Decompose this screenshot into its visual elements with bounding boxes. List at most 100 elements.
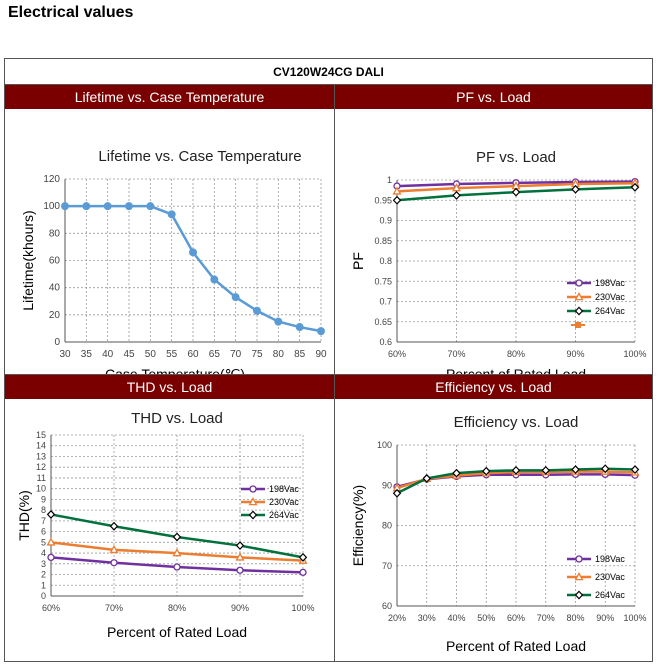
x-tick-label: 80% xyxy=(168,603,186,613)
x-tick-label: 20% xyxy=(388,613,406,623)
y-tick-label: 0.9 xyxy=(379,216,392,226)
legend-label: 198Vac xyxy=(269,484,299,494)
x-tick-label: 70% xyxy=(105,603,123,613)
x-tick-label: 60% xyxy=(388,349,406,359)
x-tick-label: 70% xyxy=(537,613,555,623)
header-thd: THD vs. Load xyxy=(5,375,334,399)
chart-title: Lifetime vs. Case Temperature xyxy=(98,148,301,165)
y-tick-label: 15 xyxy=(36,430,46,440)
x-tick-label: 40 xyxy=(102,349,114,360)
electrical-values-frame: CV120W24CG DALI Lifetime vs. Case Temper… xyxy=(4,58,653,662)
data-point xyxy=(173,563,181,571)
y-axis-label: PF xyxy=(350,252,366,270)
x-tick-label: 70% xyxy=(447,349,465,359)
data-point xyxy=(253,306,261,315)
y-tick-label: 1 xyxy=(387,175,392,185)
data-point xyxy=(571,465,580,475)
legend-label: 264Vac xyxy=(595,590,625,600)
legend-label: 230Vac xyxy=(269,497,299,507)
data-point xyxy=(82,202,91,211)
cell-pf: PF vs. Load PF vs. Load 0.6 0.65 0.7 0.75 0.8… xyxy=(335,85,652,382)
y-tick-label: 10 xyxy=(36,484,46,494)
x-tick-label: 40% xyxy=(447,613,465,623)
x-tick-label: 60% xyxy=(42,603,60,613)
chart-eff: Efficiency vs. Load 60 70 80 90 100 20% 30% 40% 5… xyxy=(350,414,647,654)
legend-label: 198Vac xyxy=(595,278,625,288)
data-point xyxy=(125,202,133,211)
legend-label: 198Vac xyxy=(595,554,625,564)
data-point xyxy=(295,323,304,332)
y-tick-label: 8 xyxy=(41,505,46,515)
data-point xyxy=(236,566,244,574)
y-tick-label: 80 xyxy=(49,228,61,239)
x-tick-label: 60% xyxy=(507,613,525,623)
y-tick-label: 80 xyxy=(382,521,392,531)
y-tick-label: 4 xyxy=(41,548,46,558)
y-tick-label: 3 xyxy=(41,559,46,569)
data-point xyxy=(235,552,245,561)
data-point xyxy=(630,182,640,192)
divider-vertical xyxy=(334,85,335,662)
data-point xyxy=(231,293,240,302)
cell-eff: Efficiency vs. Load Efficiency vs. Load 6… xyxy=(335,375,652,661)
y-tick-label: 0.8 xyxy=(379,256,392,266)
legend-marker xyxy=(574,590,584,600)
legend-marker-extra xyxy=(575,322,581,328)
data-point xyxy=(109,544,119,554)
y-tick-label: 13 xyxy=(36,451,46,461)
x-tick-label: 45 xyxy=(123,349,135,360)
y-axis-label: Efficiency(%) xyxy=(350,485,366,566)
y-tick-label: 7 xyxy=(41,516,46,526)
x-tick-label: 50% xyxy=(477,613,495,623)
data-point xyxy=(511,465,521,475)
x-tick-label: 80 xyxy=(273,349,285,360)
legend-label: 264Vac xyxy=(595,306,625,316)
y-tick-label: 120 xyxy=(43,174,60,185)
legend-label: 264Vac xyxy=(269,510,299,520)
x-axis-label: Percent of Rated Load xyxy=(446,638,586,654)
y-tick-label: 60 xyxy=(49,256,61,267)
x-tick-label: 90 xyxy=(315,349,327,360)
y-tick-label: 2 xyxy=(41,570,46,580)
data-point xyxy=(452,190,461,200)
chart-title: Efficiency vs. Load xyxy=(454,414,579,431)
x-tick-label: 60 xyxy=(187,349,199,360)
x-tick-label: 80% xyxy=(566,613,584,623)
y-axis-label: Lifetime(khours) xyxy=(20,210,36,310)
y-axis-label: THD(%) xyxy=(16,490,32,541)
cell-lifetime: Lifetime vs. Case Temperature Lifetime v… xyxy=(5,85,334,382)
legend-marker xyxy=(574,572,584,581)
x-tick-label: 100% xyxy=(623,349,646,359)
data-point xyxy=(46,537,56,546)
data-point xyxy=(511,187,521,197)
data-point xyxy=(541,465,550,475)
chart-lifetime: Lifetime vs. Case Temperature 0 20 40 60 80 10… xyxy=(20,148,327,382)
header-pf: PF vs. Load xyxy=(335,85,652,109)
y-tick-label: 0.75 xyxy=(374,276,392,286)
x-tick-label: 30% xyxy=(418,613,436,623)
legend-marker xyxy=(574,292,584,301)
x-tick-label: 85 xyxy=(294,349,306,360)
y-tick-label: 0 xyxy=(54,337,60,348)
data-point xyxy=(392,488,402,498)
data-point xyxy=(146,202,155,211)
y-tick-label: 100 xyxy=(377,440,392,450)
legend-marker xyxy=(248,497,258,506)
x-tick-label: 55 xyxy=(166,349,178,360)
y-tick-label: 90 xyxy=(382,480,392,490)
model-title: CV120W24CG DALI xyxy=(5,59,652,85)
legend-marker xyxy=(249,485,257,493)
y-tick-label: 11 xyxy=(37,473,46,483)
y-tick-label: 12 xyxy=(36,462,46,472)
y-tick-label: 70 xyxy=(382,561,392,571)
x-tick-label: 80% xyxy=(507,349,525,359)
y-tick-label: 60 xyxy=(382,601,392,611)
data-point xyxy=(46,509,56,519)
data-point xyxy=(601,464,610,474)
x-tick-label: 70 xyxy=(230,349,242,360)
y-tick-label: 5 xyxy=(41,537,46,547)
y-tick-label: 0.65 xyxy=(374,317,392,327)
legend-marker xyxy=(248,510,258,520)
y-tick-label: 20 xyxy=(49,310,61,321)
